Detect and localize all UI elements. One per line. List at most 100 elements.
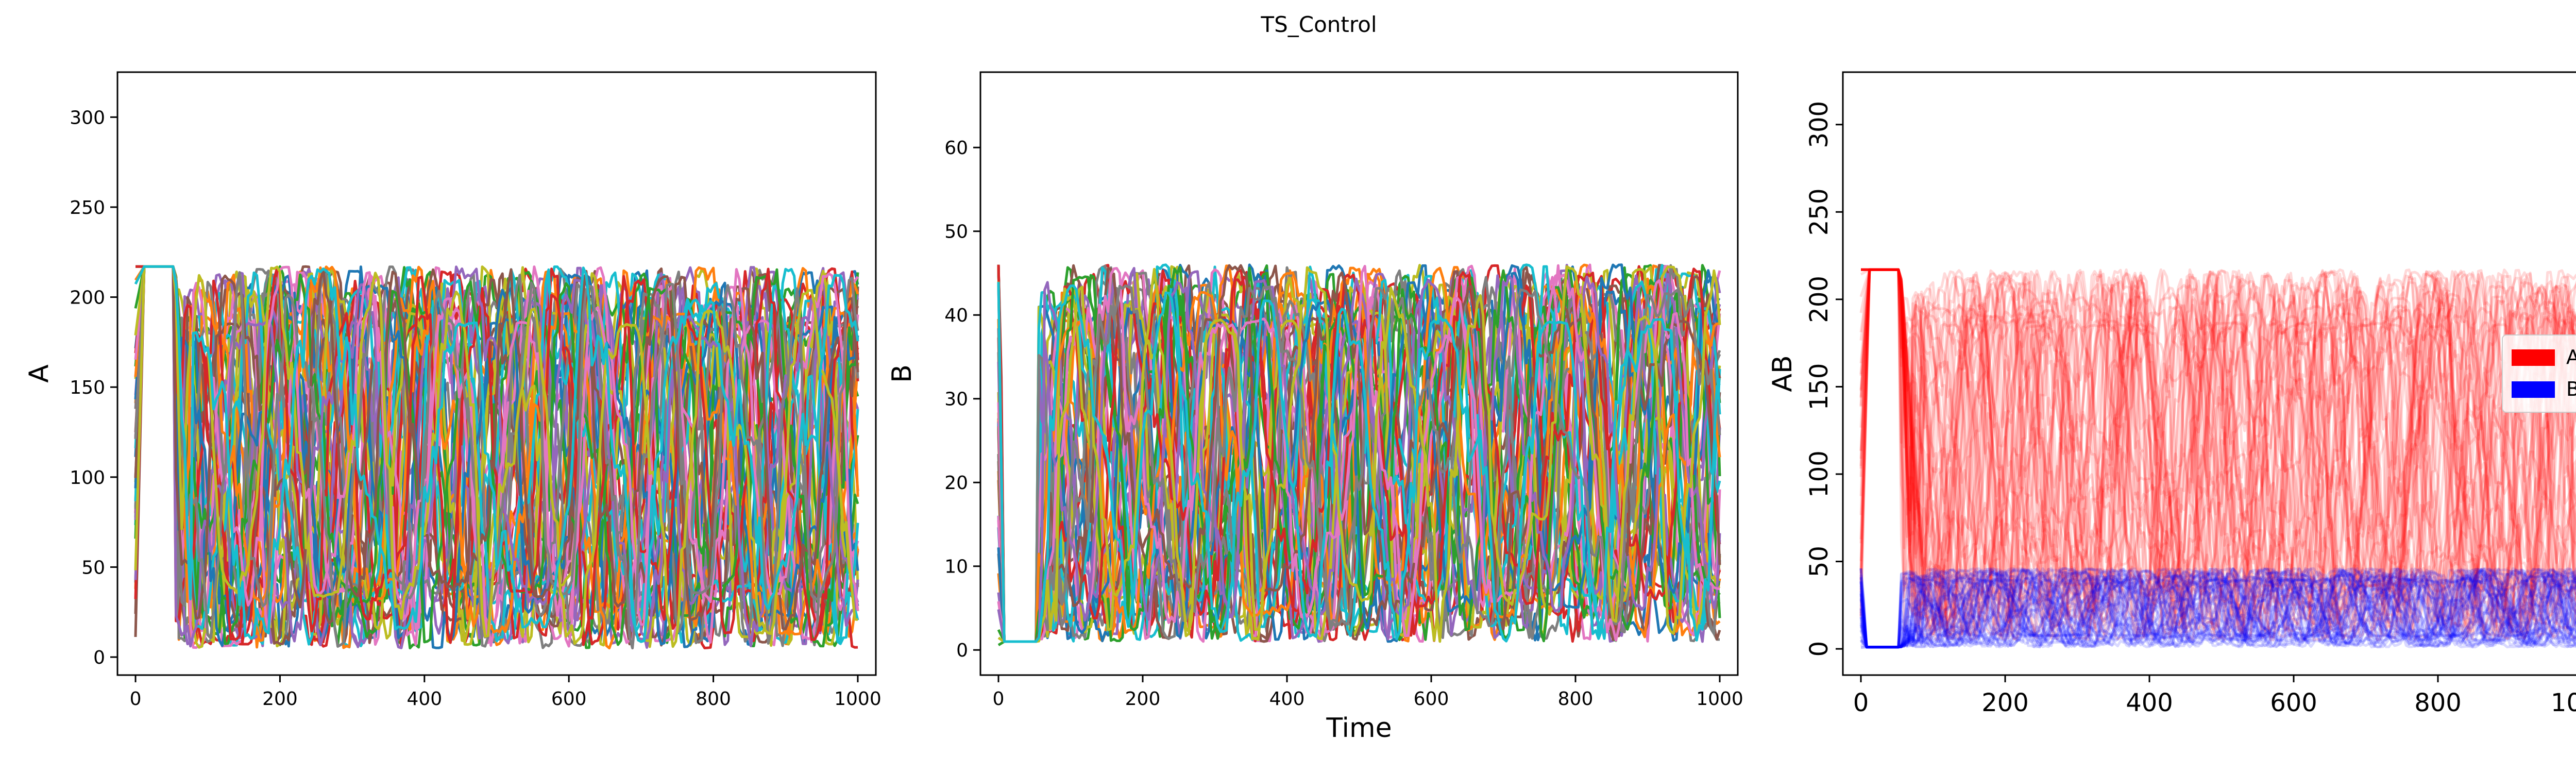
- x-tick-label: 600: [2270, 688, 2317, 717]
- series-a-line: [1859, 268, 2576, 641]
- series-b-line: [1859, 567, 2576, 649]
- series-b-line: [1859, 573, 2576, 649]
- series-b-line: [1859, 567, 2576, 649]
- series-b-line: [1859, 567, 2576, 649]
- series-line: [134, 265, 859, 643]
- series-a-line: [1861, 268, 2576, 641]
- series-b-line: [1859, 568, 2576, 649]
- series-b-line: [1859, 567, 2576, 649]
- x-tick-label: 800: [696, 688, 731, 710]
- series-b-line: [1860, 567, 2576, 649]
- x-tick-label: 200: [1125, 688, 1161, 710]
- series-b-line: [1860, 567, 2576, 649]
- series-a-line: [1859, 268, 2576, 641]
- series-a-line: [1859, 268, 2576, 640]
- series-b-line: [1859, 567, 2576, 649]
- series-a-line: [1861, 268, 2576, 625]
- series-b-line: [1859, 569, 2576, 649]
- series-a-line: [1859, 268, 2576, 642]
- series-b-line: [1859, 567, 2576, 649]
- y-tick-label: 20: [944, 473, 968, 494]
- series-a-line: [1861, 268, 2576, 638]
- series-b-line: [1859, 567, 2576, 649]
- y-tick-label: 50: [81, 557, 105, 578]
- series-b-line: [1860, 569, 2576, 649]
- series-group: [1859, 268, 2576, 649]
- x-tick-label: 1000: [2551, 688, 2576, 717]
- axes-frame: [116, 71, 877, 676]
- x-tick-label: 400: [406, 688, 442, 710]
- series-a-line: [1859, 268, 2576, 636]
- series-a-line: [1859, 268, 2576, 640]
- series-b-line: [1859, 567, 2576, 649]
- series-a-line: [1859, 268, 2576, 619]
- series-a-line: [1859, 268, 2576, 640]
- y-tick-label: 150: [70, 377, 105, 398]
- x-tick-label: 200: [262, 688, 298, 710]
- x-tick-label: 200: [1981, 688, 2029, 717]
- panel-3: 02004006008001000050100150200250300ABAB: [1767, 71, 2576, 717]
- series-a-line: [1859, 268, 2576, 641]
- y-tick-label: 300: [70, 107, 105, 128]
- y-tick-label: 150: [1805, 363, 1834, 411]
- series-b-line: [1859, 567, 2576, 649]
- series-a-line: [1859, 268, 2576, 640]
- legend-box: [2502, 334, 2576, 413]
- y-tick-label: 0: [1805, 641, 1834, 657]
- x-tick-label: 400: [2126, 688, 2173, 717]
- x-tick-label: 600: [551, 688, 587, 710]
- series-b-line: [1859, 567, 2576, 649]
- y-axis-label: A: [24, 364, 55, 383]
- series-b-line: [1859, 568, 2576, 649]
- series-a-line: [1859, 268, 2576, 615]
- series-a-line: [1859, 268, 2576, 613]
- series-a-line: [1859, 268, 2576, 641]
- series-a-line: [1859, 268, 2576, 638]
- series-b-line: [1859, 567, 2576, 649]
- series-b-line: [1859, 567, 2576, 649]
- x-tick-label: 1000: [1696, 688, 1743, 710]
- series-b-line: [1859, 568, 2576, 649]
- x-tick-label: 800: [1558, 688, 1594, 710]
- series-a-line: [1859, 268, 2576, 642]
- x-tick-label: 0: [1853, 688, 1869, 717]
- series-a-line: [1860, 268, 2576, 642]
- series-a-line: [1859, 268, 2576, 640]
- legend-label: A: [2566, 346, 2576, 368]
- legend-swatch: [2512, 349, 2555, 366]
- legend-swatch: [2512, 381, 2555, 398]
- series-b-line: [1859, 567, 2576, 649]
- series-b-line: [1860, 568, 2576, 649]
- series-b-line: [1859, 567, 2576, 649]
- series-b-line: [1859, 567, 2576, 649]
- series-line: [997, 282, 1721, 643]
- series-b-line: [1859, 567, 2576, 649]
- series-line: [997, 265, 1721, 643]
- series-b-line: [1859, 567, 2576, 649]
- series-a-line: [1861, 268, 2576, 641]
- x-tick-label: 400: [1269, 688, 1305, 710]
- y-tick-label: 30: [944, 389, 968, 410]
- series-b-line: [1859, 568, 2576, 649]
- x-tick-label: 800: [2414, 688, 2462, 717]
- x-tick-label: 600: [1414, 688, 1449, 710]
- series-a-line: [1859, 268, 2576, 641]
- series-a-line: [1859, 268, 2576, 618]
- series-a-line: [1859, 268, 2576, 641]
- series-b-line: [1859, 567, 2576, 649]
- series-b-line: [1859, 567, 2576, 649]
- series-a-line: [1859, 268, 2576, 640]
- series-a-line: [1859, 268, 2576, 640]
- series-b-line: [1859, 571, 2576, 649]
- axes-frame: [1842, 71, 2576, 676]
- series-b-line: [1859, 567, 2576, 649]
- series-b-line: [1859, 567, 2576, 649]
- series-line: [134, 265, 859, 646]
- series-b-line: [1859, 567, 2576, 649]
- series-a-line: [1861, 268, 2576, 641]
- series-a-line: [1861, 268, 2576, 641]
- series-b-line: [1859, 568, 2576, 649]
- series-b-line: [1859, 567, 2576, 649]
- series-a-line: [1859, 268, 2576, 640]
